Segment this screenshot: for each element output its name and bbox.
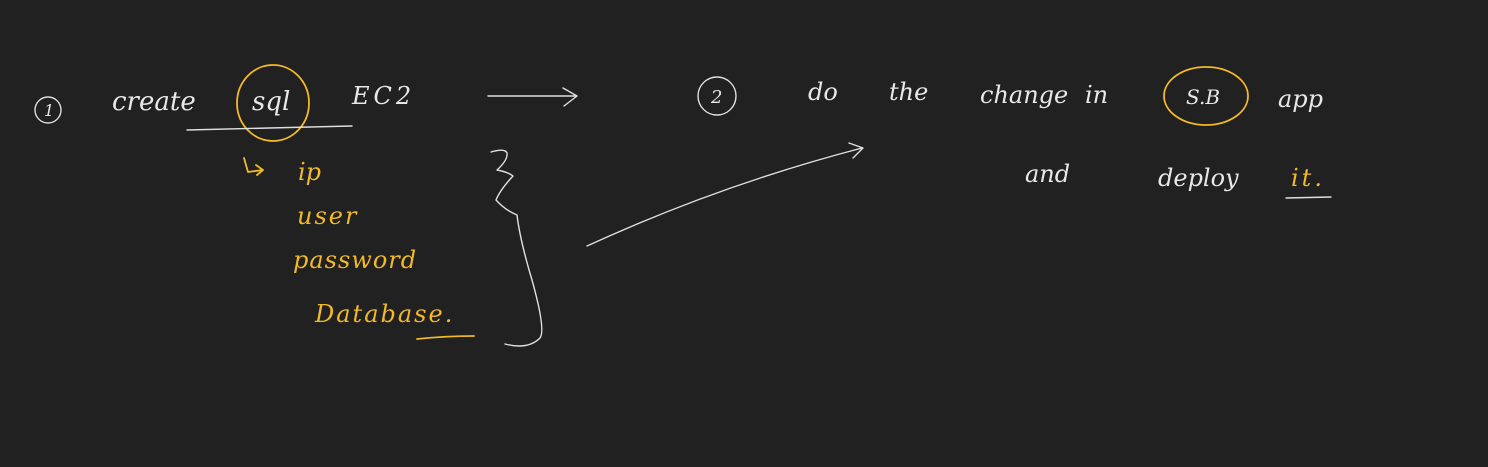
step-2-word-and: and (1025, 160, 1070, 188)
sql-ec2-underline (186, 125, 353, 131)
step-2-number: 2 (710, 87, 722, 108)
sql-highlight-circle (236, 64, 310, 142)
step-1-create-word: create (112, 87, 196, 117)
database-underline (416, 335, 475, 340)
step-2-word-do: do (808, 78, 838, 106)
step-2-word-the: the (889, 78, 928, 106)
step-1-sql-word: sql (252, 87, 290, 117)
details-to-step-2-arrow (586, 142, 864, 247)
details-group: ip user password Database. (243, 142, 864, 347)
step-2-sb-word: S.B (1186, 85, 1220, 109)
step-2-word-change: change (980, 81, 1068, 109)
detail-database: Database. (314, 300, 454, 328)
step-2-word-app: app (1278, 85, 1323, 113)
detail-password: password (293, 246, 417, 274)
step-2-word-in: in (1085, 81, 1108, 109)
step-2-word-it: it. (1291, 164, 1325, 192)
step-2-group: 2 do the change in S.B app and deploy it… (697, 66, 1332, 199)
sub-item-arrow-icon (243, 157, 264, 176)
step-2-number-circle (697, 76, 737, 116)
it-underline (1285, 196, 1332, 199)
details-curly-brace (490, 149, 543, 347)
step-1-to-2-arrow (487, 87, 578, 107)
step-1-group: 1 create sql EC2 (34, 64, 578, 142)
detail-user: user (297, 202, 358, 230)
step-1-ec2-word: EC2 (351, 82, 415, 110)
step-2-word-deploy: deploy (1158, 164, 1239, 192)
step-1-number: 1 (44, 101, 54, 120)
sb-highlight-circle (1163, 66, 1249, 126)
detail-ip: ip (298, 158, 321, 186)
step-1-number-circle (34, 96, 62, 124)
